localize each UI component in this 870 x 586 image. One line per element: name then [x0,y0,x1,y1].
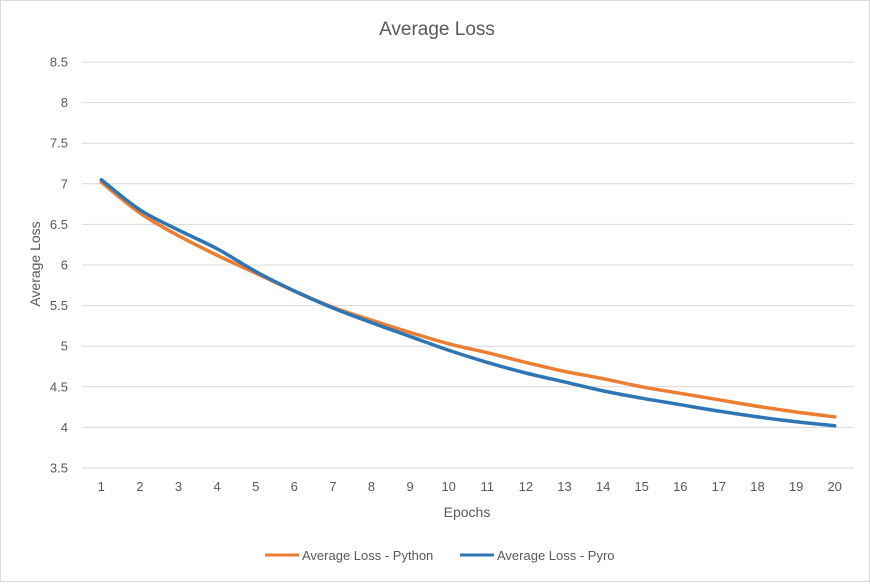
x-tick-label: 13 [557,479,571,494]
x-tick-label: 20 [827,479,841,494]
series-line-python [99,180,837,419]
x-tick-label: 14 [596,479,610,494]
y-tick-label: 8 [61,95,68,110]
y-tick-label: 6.5 [50,217,68,232]
y-axis-label: Average Loss [27,221,43,306]
legend-label-pyro: Average Loss - Pyro [497,548,615,563]
x-tick-label: 12 [519,479,533,494]
chart-title: Average Loss [379,19,495,40]
x-tick-label: 10 [441,479,455,494]
gridlines [82,61,854,469]
y-tick-label: 5 [61,339,68,354]
y-axis-ticks: 3.5 4 4.5 5 5.5 6 6.5 7 7.5 8 8.5 [50,55,68,476]
x-axis-label: Epochs [444,504,491,520]
x-tick-label: 7 [329,479,336,494]
y-tick-label: 6 [61,258,68,273]
x-tick-label: 19 [789,479,803,494]
y-tick-label: 3.5 [50,461,68,476]
x-tick-label: 11 [481,479,495,494]
x-tick-label: 4 [213,479,220,494]
x-tick-label: 2 [136,479,143,494]
y-tick-label: 7.5 [50,136,68,151]
x-tick-label: 3 [175,479,182,494]
legend-label-python: Average Loss - Python [302,548,433,563]
y-tick-label: 8.5 [50,55,68,70]
x-tick-label: 1 [98,479,105,494]
y-tick-label: 5.5 [50,298,68,313]
x-tick-label: 5 [252,479,259,494]
y-tick-label: 4 [61,420,68,435]
legend: Average Loss - Python Average Loss - Pyr… [265,548,615,563]
x-tick-label: 15 [634,479,648,494]
x-tick-label: 17 [712,479,726,494]
x-axis-ticks: 1 2 3 4 5 6 7 8 9 10 11 12 13 14 15 16 17 18 19 20 [98,479,842,494]
x-tick-label: 6 [291,479,298,494]
series-lines [99,177,837,428]
x-tick-label: 16 [673,479,687,494]
x-tick-label: 18 [750,479,764,494]
y-tick-label: 4.5 [50,379,68,394]
series-line-pyro [99,177,837,428]
x-tick-label: 9 [406,479,413,494]
x-tick-label: 8 [368,479,375,494]
y-tick-label: 7 [61,176,68,191]
